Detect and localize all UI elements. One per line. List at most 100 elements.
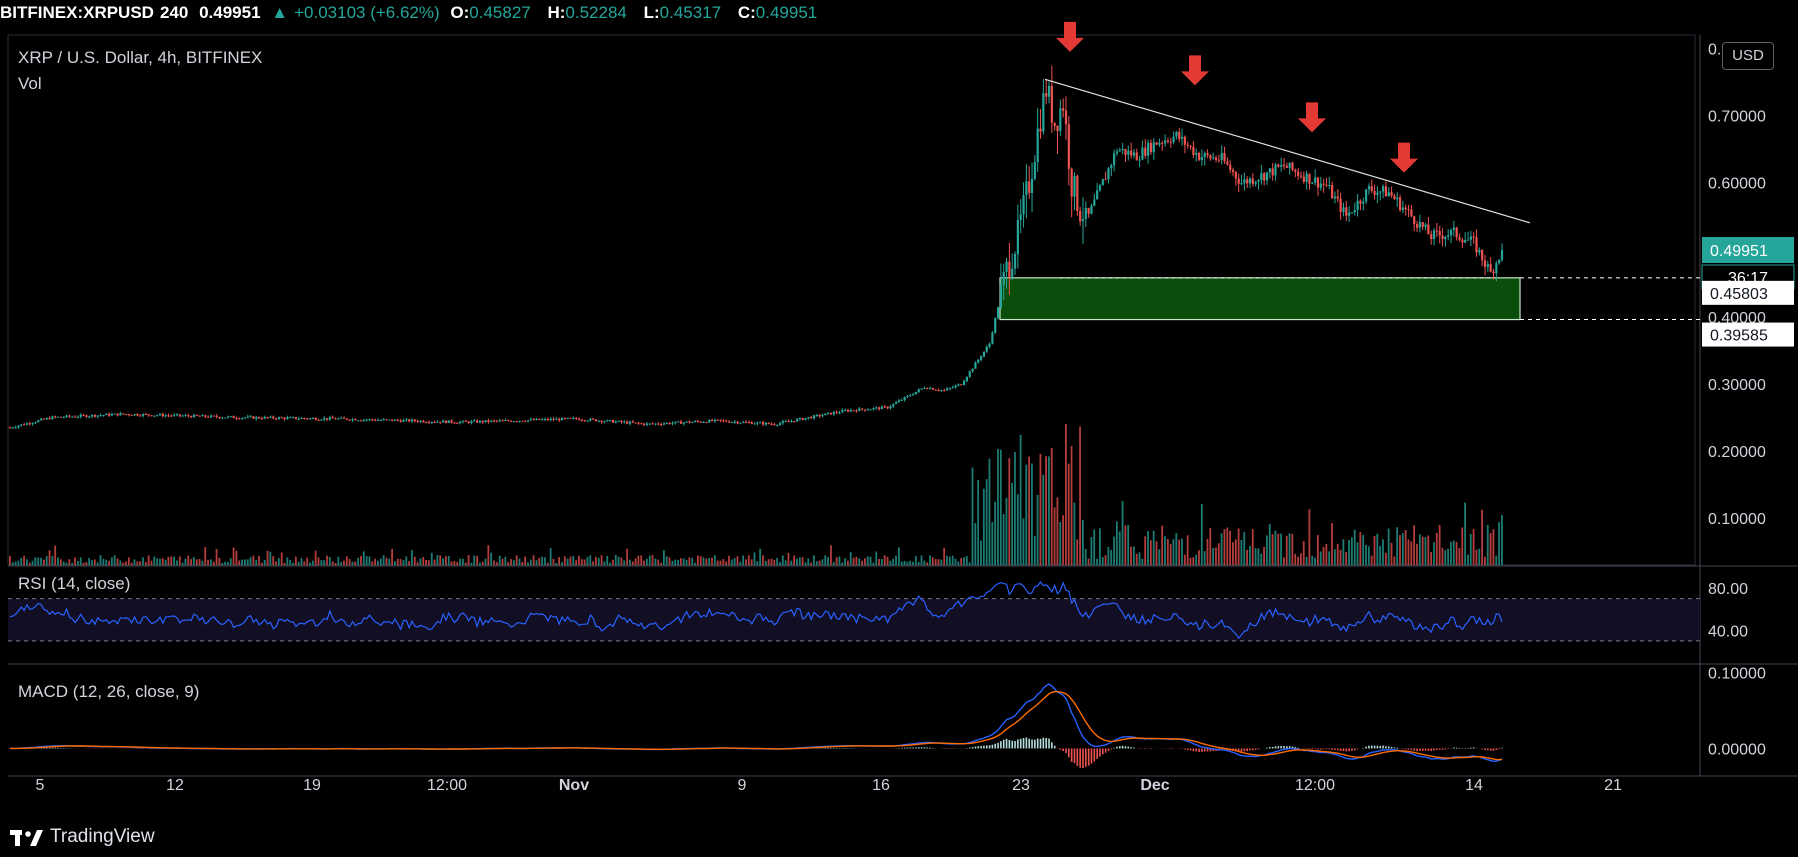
candle-body: [1393, 195, 1396, 200]
candle-body: [586, 420, 589, 422]
time-axis-label: 9: [738, 777, 747, 794]
volume-bar: [640, 555, 643, 565]
candle-body: [110, 414, 114, 416]
candle-body: [546, 418, 550, 420]
macd-histogram-bar: [1124, 746, 1127, 749]
macd-histogram-bar: [1110, 748, 1113, 750]
volume-bar: [869, 556, 872, 565]
volume-bar: [1192, 557, 1195, 565]
volume-bar: [1161, 525, 1164, 565]
candle-body: [258, 417, 261, 419]
macd-histogram-bar: [1362, 747, 1365, 749]
macd-histogram-bar: [1424, 748, 1427, 751]
footer: TradingView: [0, 820, 1798, 857]
candle-body: [116, 413, 119, 416]
macd-histogram-bar: [1237, 748, 1240, 752]
macd-histogram-bar: [1045, 737, 1047, 749]
macd-histogram-bar: [1416, 748, 1418, 752]
candle-body: [442, 420, 445, 423]
candle-body: [784, 421, 787, 423]
candle-body: [606, 420, 609, 422]
candle-body: [640, 423, 643, 425]
volume-bar: [444, 556, 447, 565]
candle-body: [68, 415, 71, 417]
candle-body: [156, 415, 159, 417]
macd-histogram-bar: [1317, 748, 1319, 750]
candle-body: [1062, 108, 1065, 111]
candle-body: [524, 421, 527, 423]
macd-histogram-bar: [1102, 748, 1104, 755]
volume-bar: [623, 560, 626, 565]
volume-bar: [866, 556, 869, 565]
volume-bar: [266, 550, 269, 565]
candle-body: [897, 400, 901, 403]
volume-bar: [521, 562, 524, 565]
volume-bar: [807, 558, 810, 565]
tradingview-logo-icon[interactable]: [10, 828, 44, 848]
volume-bar: [764, 560, 767, 565]
volume-bar: [779, 562, 781, 565]
volume-bar: [108, 560, 110, 565]
volume-bar: [660, 562, 662, 565]
volume-bar: [739, 561, 742, 565]
candle-body: [1396, 197, 1399, 200]
volume-bar: [501, 558, 504, 565]
macd-histogram-bar: [1325, 748, 1328, 750]
macd-histogram-bar: [901, 747, 903, 749]
brand-name[interactable]: TradingView: [50, 826, 155, 847]
volume-bar: [1390, 542, 1393, 565]
candle-body: [470, 421, 473, 423]
candle-body: [620, 420, 623, 423]
volume-bar: [232, 547, 235, 565]
candle-body: [742, 421, 745, 423]
volume-bar: [1356, 542, 1359, 565]
volume-bar: [1467, 554, 1469, 565]
high-value: 0.52284: [565, 3, 627, 22]
volume-bar: [394, 561, 396, 565]
candle-body: [643, 423, 646, 425]
candle-body: [1455, 227, 1458, 238]
candle-body: [382, 419, 385, 421]
macd-histogram-bar: [1373, 745, 1376, 749]
volume-bar: [314, 550, 317, 565]
candle-body: [730, 422, 734, 424]
time-axis-label: Nov: [559, 777, 589, 794]
volume-bar: [1005, 497, 1008, 565]
macd-histogram-bar: [1280, 745, 1282, 749]
symbol-name[interactable]: BITFINEX:XRPUSD: [0, 3, 154, 22]
macd-histogram-bar: [1283, 746, 1285, 749]
macd-histogram-bar: [991, 744, 994, 749]
candle-body: [325, 418, 329, 420]
candle-body: [875, 407, 878, 409]
volume-bar: [1328, 551, 1331, 565]
chart-canvas[interactable]: 0.100000.200000.300000.400000.500000.600…: [0, 0, 1798, 820]
candle-body: [991, 332, 994, 344]
macd-histogram-bar: [1441, 748, 1444, 750]
volume-bar: [1501, 515, 1503, 565]
rsi-band-fill: [8, 598, 1700, 641]
candle-body: [705, 422, 708, 424]
candle-body: [88, 416, 91, 418]
candle-body: [362, 419, 365, 421]
macd-histogram-bar: [1008, 740, 1011, 749]
volume-bar: [113, 555, 116, 565]
volume-bar: [507, 562, 510, 565]
volume-bar: [988, 458, 991, 565]
interval-label[interactable]: 240: [159, 3, 189, 22]
currency-button[interactable]: USD: [1722, 42, 1774, 70]
macd-histogram-bar: [920, 747, 923, 749]
candle-body: [450, 420, 453, 423]
candle-body: [1039, 128, 1042, 132]
volume-bar: [408, 561, 410, 565]
candle-body: [957, 384, 960, 386]
volume-bar: [1333, 549, 1336, 565]
volume-bar: [1169, 544, 1172, 565]
candle-body: [255, 417, 258, 419]
candle-body: [1489, 264, 1492, 272]
macd-histogram-bar: [1065, 748, 1067, 754]
candle-body: [1336, 196, 1339, 199]
volume-bar: [696, 555, 699, 565]
volume-bar: [1418, 534, 1421, 565]
volume-bar: [226, 561, 229, 565]
candle-body: [1495, 263, 1498, 274]
